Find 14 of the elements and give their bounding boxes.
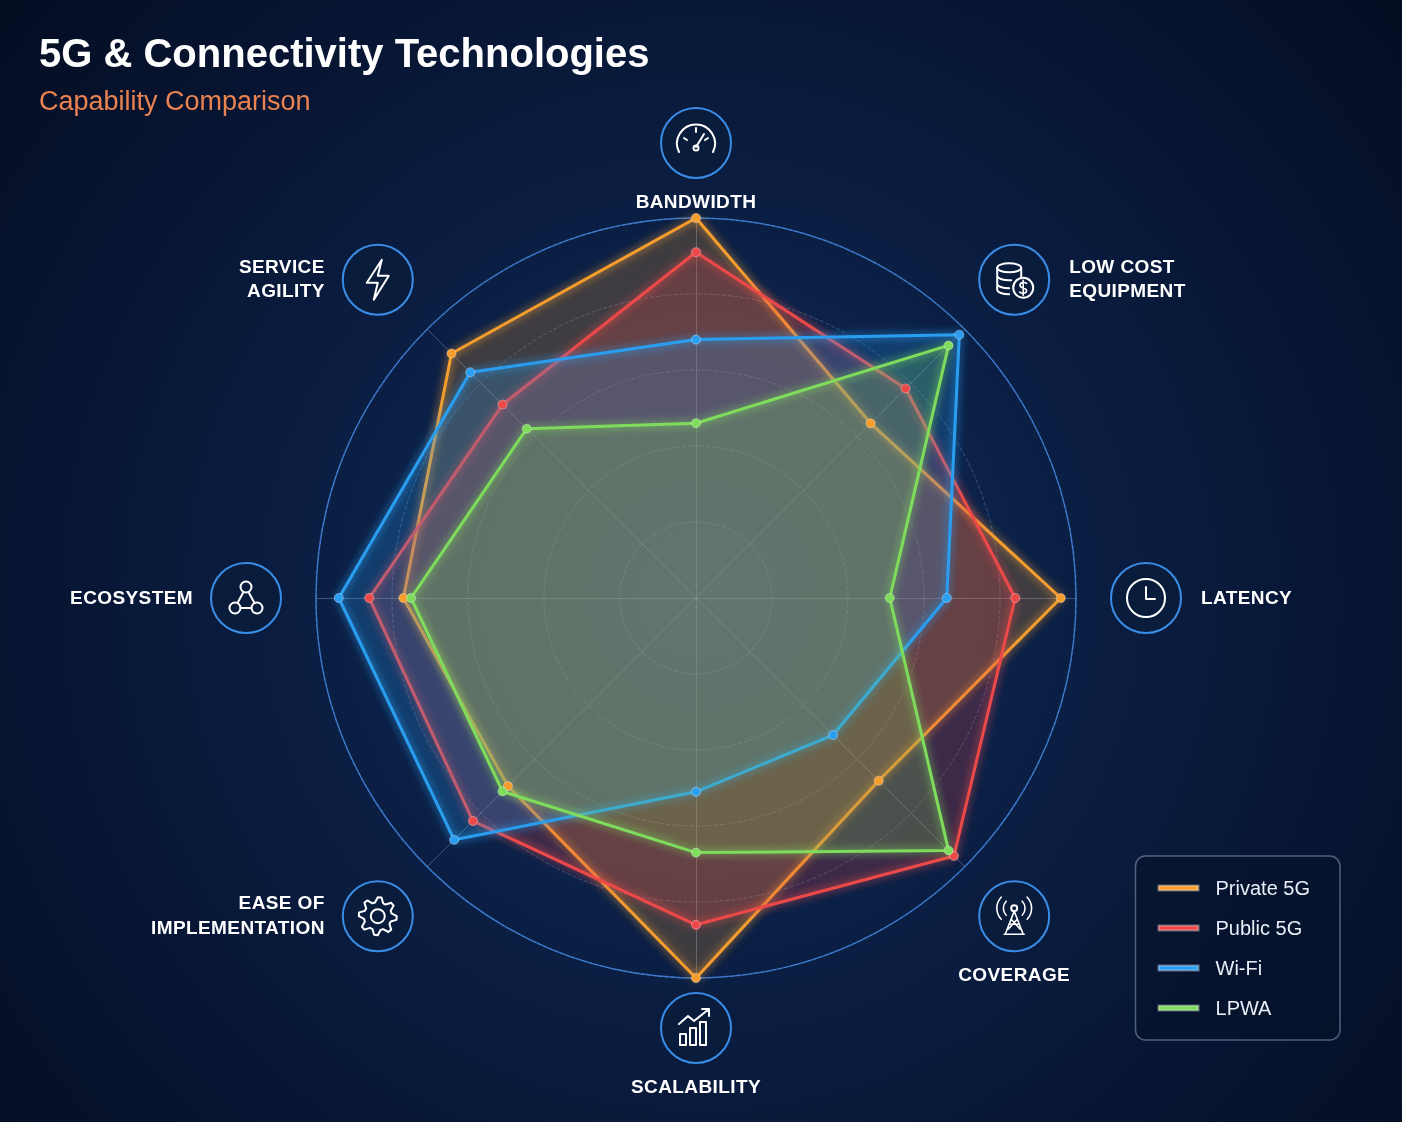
legend-label: LPWA [1215,997,1273,1019]
spoke-label: COVERAGE [958,963,1071,988]
legend-label: Wi-Fi [1215,957,1263,979]
chart-title: 5G & Connectivity Technologies [39,31,650,75]
spoke-label: BANDWIDTH [635,190,757,214]
spoke-label: SERVICE AGILITY [237,255,325,304]
spoke-label: EASE OF IMPLEMENTATION [151,891,325,941]
spoke-label: ECOSYSTEM [70,585,193,610]
spoke-label: LATENCY [1201,585,1293,610]
legend-label: Public 5G [1215,917,1303,939]
spoke-label: LOW COST EQUIPMENT [1069,255,1187,304]
chart-subtitle: Capability Comparison [39,85,311,116]
spoke-label: SCALABILITY [630,1075,762,1099]
legend-label: Private 5G [1215,877,1310,899]
